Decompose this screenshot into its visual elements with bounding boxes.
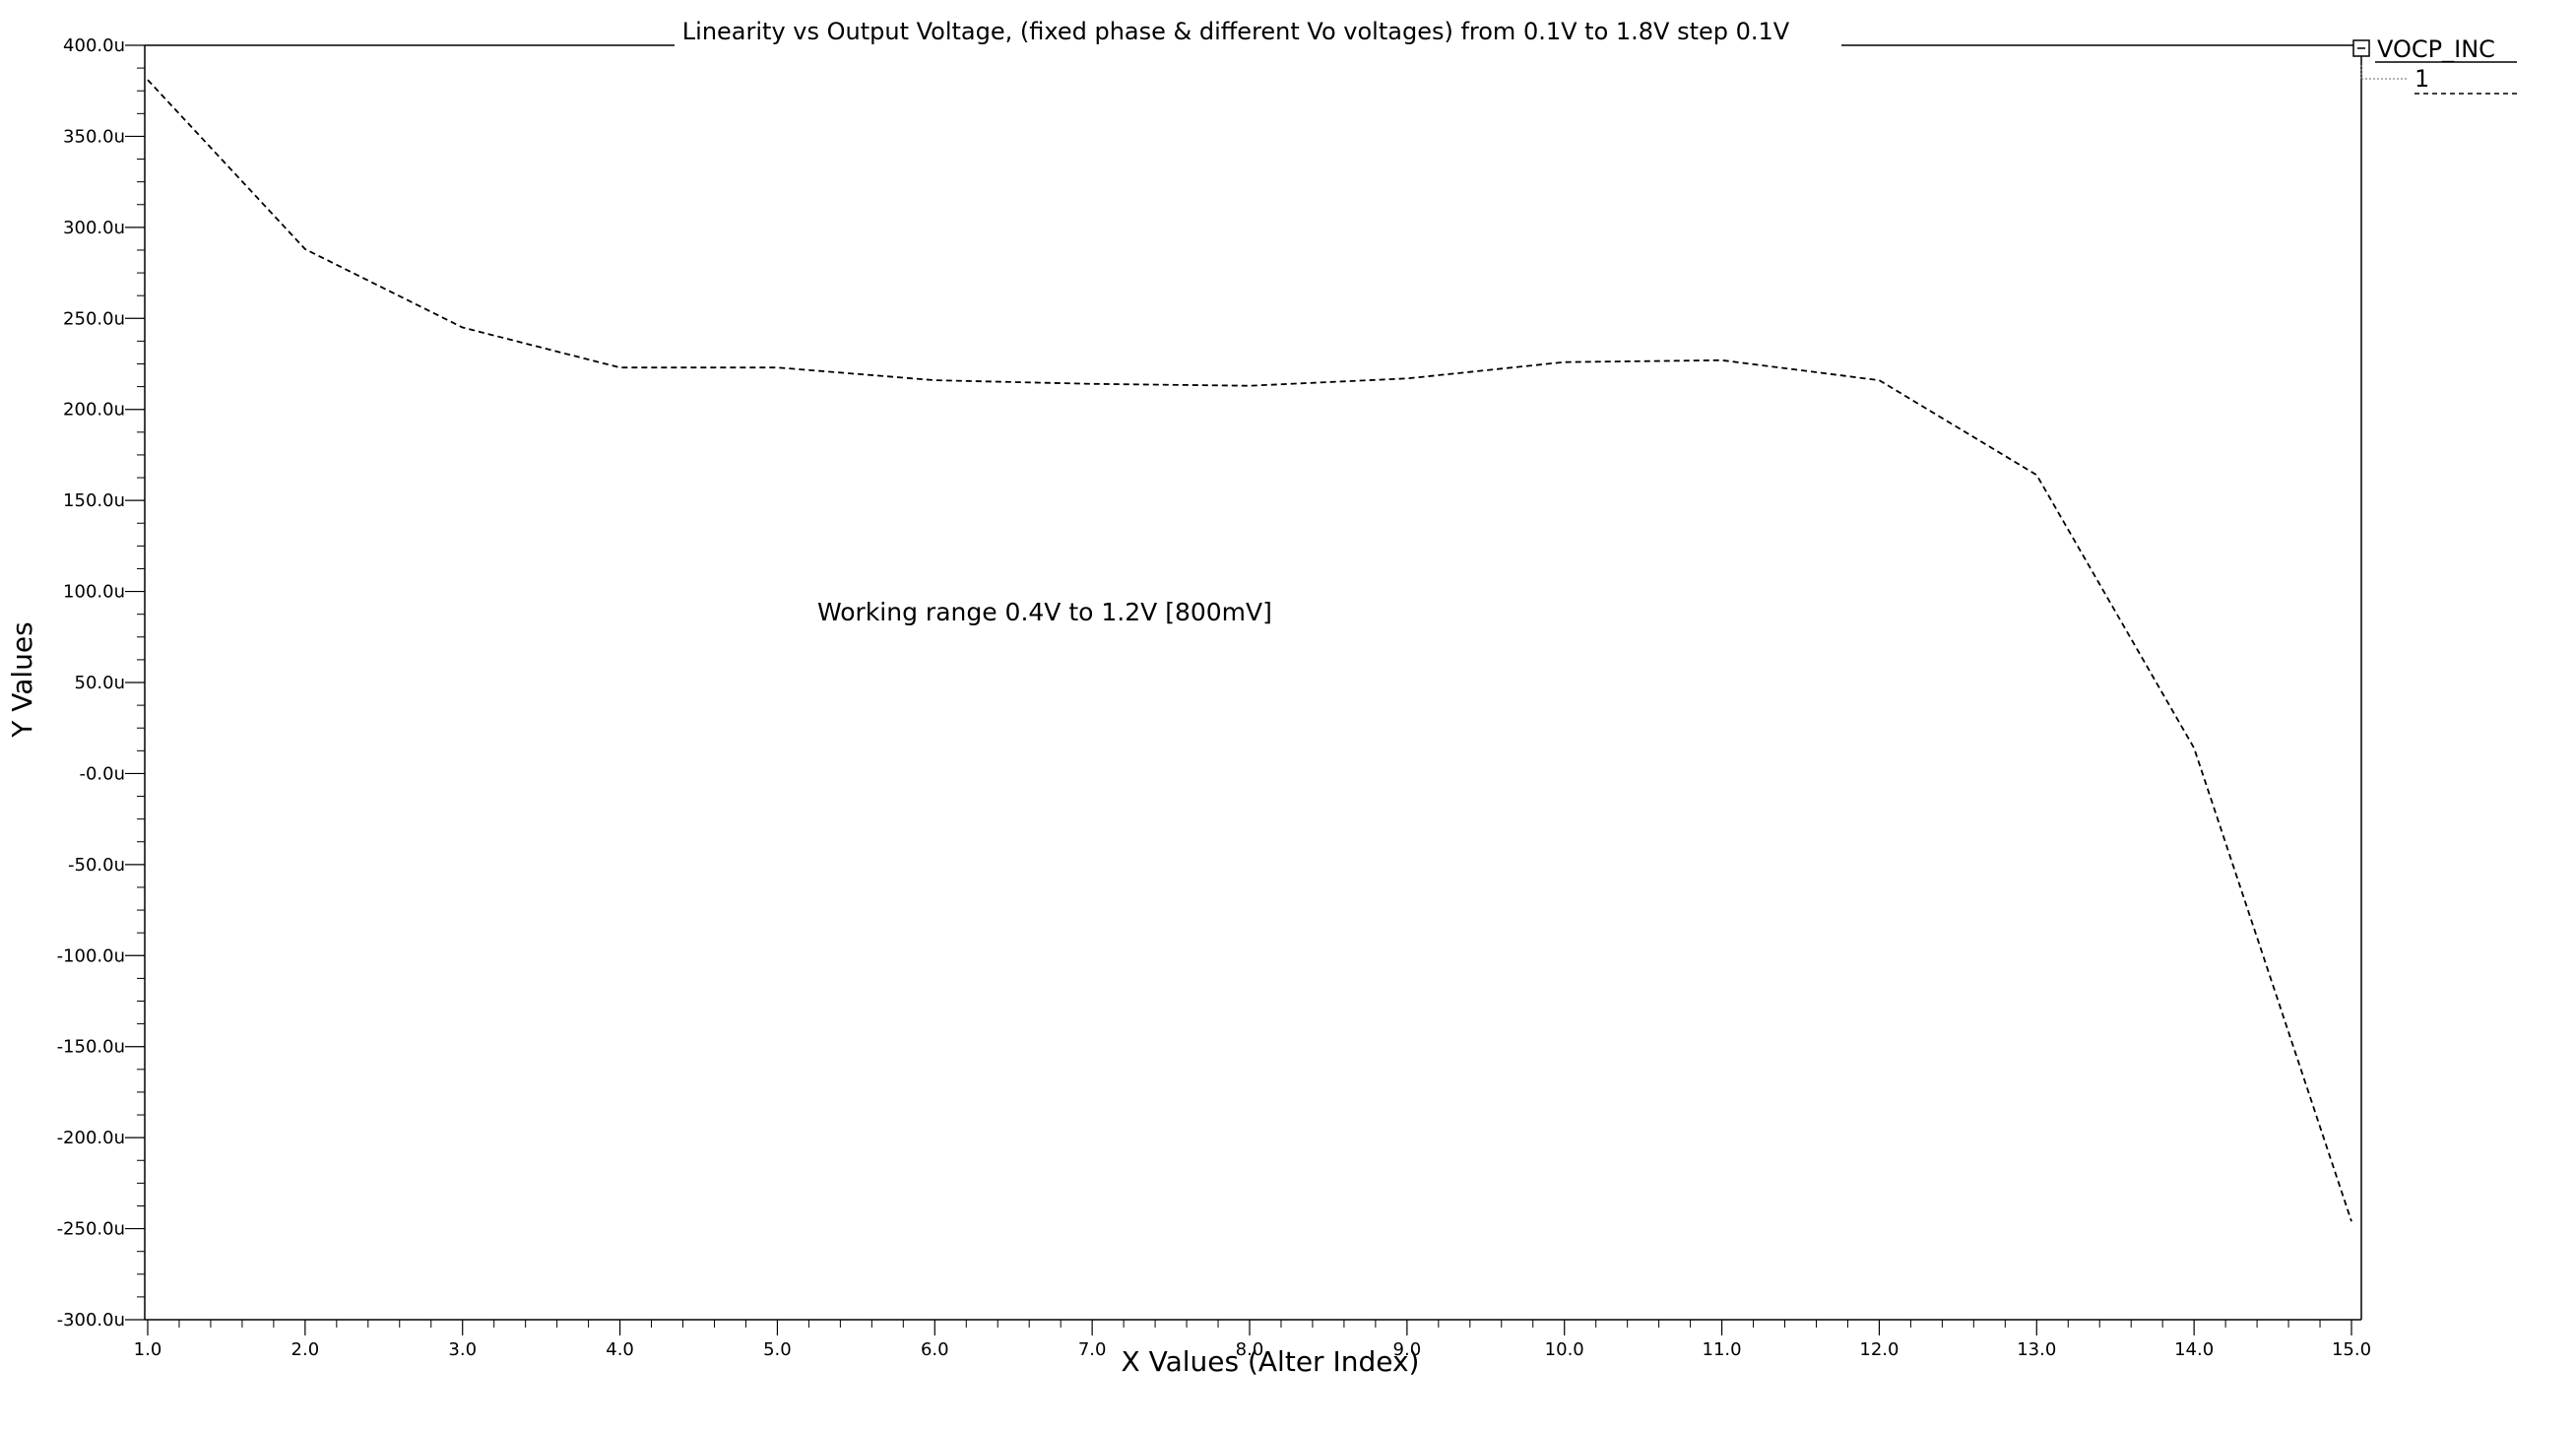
x-axis-label: X Values (Alter Index) — [1122, 1345, 1420, 1378]
x-tick-label: 2.0 — [291, 1339, 320, 1360]
x-tick-label: 11.0 — [1703, 1339, 1742, 1360]
y-tick-label: -200.0u — [57, 1128, 125, 1148]
x-tick-label: 13.0 — [2017, 1339, 2056, 1360]
series-line — [147, 79, 2352, 1222]
y-tick-label: 400.0u — [63, 35, 125, 56]
x-axis-ticks: 1.0 2.0 3.0 4.0 5.0 6.0 7.0 8.0 9.0 10.0 11.0 12.0 1… — [134, 1320, 2371, 1360]
y-tick-label: -100.0u — [57, 945, 125, 966]
y-axis-label: Y Values — [6, 621, 38, 738]
legend-entry-label: 1 — [2415, 65, 2429, 93]
x-tick-label: 8.0 — [1236, 1339, 1264, 1360]
y-tick-label: -50.0u — [68, 855, 125, 876]
legend: VOCP_INC 1 — [2352, 35, 2517, 95]
x-tick-label: 4.0 — [606, 1339, 634, 1360]
y-tick-label: 200.0u — [63, 400, 125, 421]
chart-title: Linearity vs Output Voltage, (fixed phas… — [682, 18, 1790, 45]
x-tick-label: 12.0 — [1859, 1339, 1899, 1360]
x-tick-label: 5.0 — [763, 1339, 792, 1360]
legend-group-label: VOCP_INC — [2377, 35, 2495, 63]
x-tick-label: 6.0 — [921, 1339, 949, 1360]
x-tick-label: 14.0 — [2174, 1339, 2214, 1360]
x-tick-label: 15.0 — [2332, 1339, 2371, 1360]
y-tick-label: -250.0u — [57, 1219, 125, 1240]
x-tick-label: 3.0 — [448, 1339, 477, 1360]
y-tick-label: -0.0u — [79, 763, 125, 784]
y-tick-label: 250.0u — [63, 308, 125, 329]
x-tick-label: 1.0 — [134, 1339, 162, 1360]
y-tick-label: -150.0u — [57, 1037, 125, 1058]
y-tick-label: 350.0u — [63, 126, 125, 147]
x-tick-label: 7.0 — [1078, 1339, 1107, 1360]
y-tick-label: 100.0u — [63, 582, 125, 603]
y-axis-ticks: 400.0u 350.0u 300.0u 250.0u 200.0u 150.0u 100.… — [57, 35, 145, 1331]
x-tick-label: 9.0 — [1393, 1339, 1422, 1360]
y-tick-label: 50.0u — [75, 673, 126, 693]
x-tick-label: 10.0 — [1545, 1339, 1584, 1360]
plot-frame — [144, 44, 2362, 1321]
y-tick-label: 300.0u — [63, 218, 125, 238]
y-tick-label: -300.0u — [57, 1310, 125, 1331]
y-tick-label: 150.0u — [63, 490, 125, 511]
series-group — [147, 79, 2352, 1222]
working-range-annotation: Working range 0.4V to 1.2V [800mV] — [817, 598, 1272, 626]
